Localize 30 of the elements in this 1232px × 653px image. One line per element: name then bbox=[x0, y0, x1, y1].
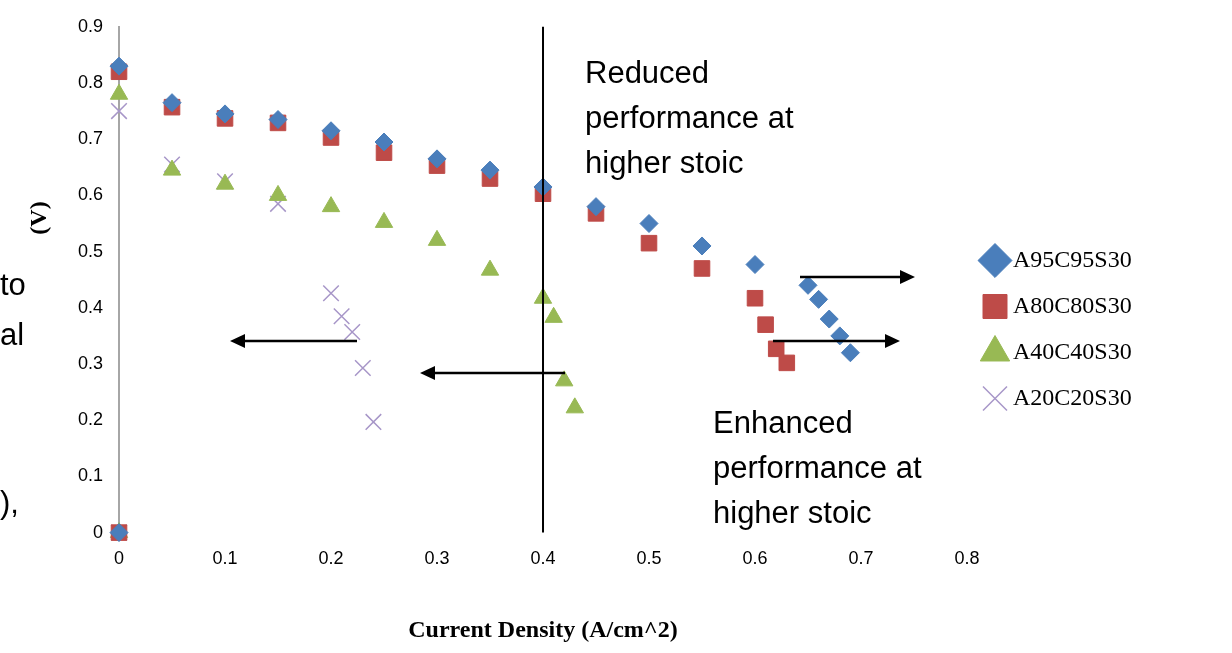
legend-label: A20C20S30 bbox=[1013, 383, 1132, 410]
y-tick-label: 0.5 bbox=[77, 240, 104, 261]
x-tick-label: 0.8 bbox=[954, 548, 980, 569]
x-tick-label: 0.2 bbox=[318, 548, 344, 569]
x-tick-label: 0.7 bbox=[848, 548, 874, 569]
x-tick-label: 0.6 bbox=[742, 548, 768, 569]
legend-label: A40C40S30 bbox=[1013, 337, 1132, 364]
y-axis-title: (V) bbox=[25, 201, 52, 235]
x-tick-label: 0.1 bbox=[212, 548, 238, 569]
y-tick-label: 0.1 bbox=[77, 465, 104, 486]
legend-label: A95C95S30 bbox=[1013, 245, 1132, 272]
annotation: Enhanced performance at higher stoic bbox=[713, 400, 948, 535]
legend-label: A80C80S30 bbox=[1013, 291, 1132, 318]
y-tick-label: 0.4 bbox=[77, 296, 104, 317]
y-tick-label: 0.7 bbox=[77, 128, 104, 149]
y-tick-label: 0.8 bbox=[77, 71, 104, 92]
x-tick-label: 0.3 bbox=[424, 548, 450, 569]
y-tick-label: 0.2 bbox=[77, 409, 104, 430]
text: al bbox=[0, 316, 26, 354]
y-tick-label: 0 bbox=[93, 521, 104, 542]
y-tick-label: 0.6 bbox=[77, 184, 104, 205]
annotation: Reduced performance at higher stoic bbox=[585, 50, 820, 185]
text: ), bbox=[0, 484, 20, 522]
y-tick-label: 0.3 bbox=[77, 352, 104, 373]
x-tick-label: 0 bbox=[114, 548, 125, 569]
x-tick-label: 0.4 bbox=[530, 548, 556, 569]
x-tick-label: 0.5 bbox=[636, 548, 662, 569]
text: to bbox=[0, 266, 27, 304]
x-axis-title: Current Density (A/cm^2) bbox=[408, 615, 678, 642]
y-tick-label: 0.9 bbox=[77, 15, 104, 36]
